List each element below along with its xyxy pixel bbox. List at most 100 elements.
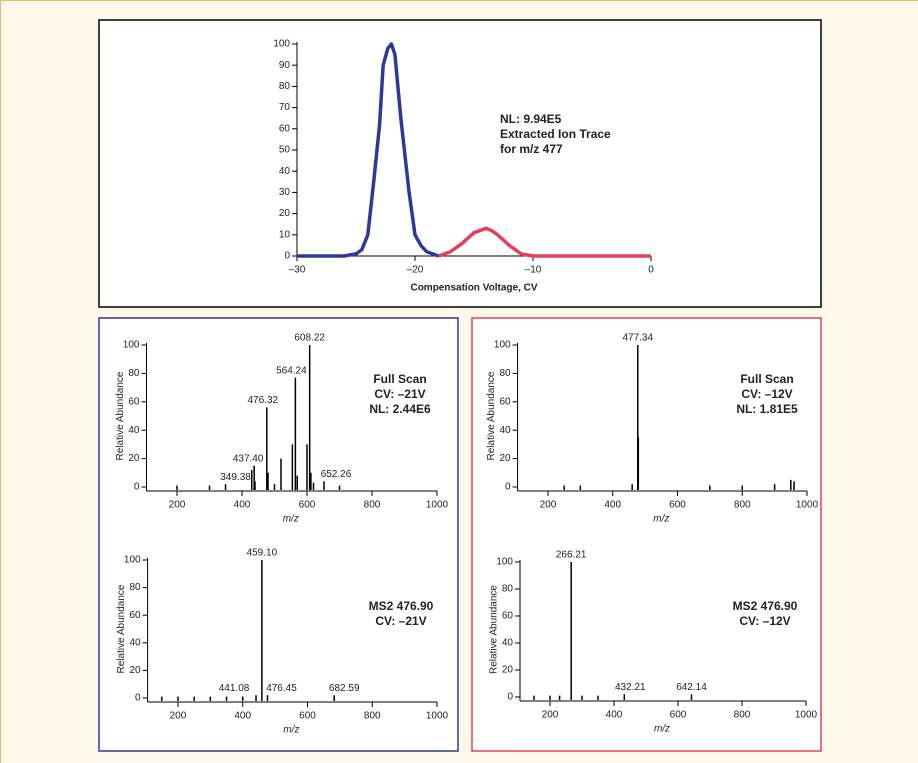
x-tick-label: 800 bbox=[364, 711, 381, 722]
x-tick-label: 1000 bbox=[426, 711, 449, 722]
x-tick-label: –30 bbox=[289, 265, 306, 276]
y-tick-label: 40 bbox=[128, 425, 140, 436]
x-tick-label: –10 bbox=[525, 265, 542, 276]
peak-label: 564.24 bbox=[276, 365, 307, 376]
y-tick-label: 100 bbox=[124, 555, 141, 566]
x-tick-label: 200 bbox=[542, 710, 559, 721]
top-panel bbox=[98, 19, 822, 308]
annotation: MS2 476.90 bbox=[369, 599, 434, 613]
x-tick-label: 800 bbox=[734, 500, 751, 511]
peak-label: 476.32 bbox=[248, 395, 279, 406]
x-axis-label: m/z bbox=[654, 724, 670, 735]
y-tick-label: 0 bbox=[134, 482, 140, 493]
peak-label: 477.34 bbox=[622, 333, 653, 344]
x-tick-label: 800 bbox=[364, 500, 381, 511]
x-tick-label: 400 bbox=[606, 710, 623, 721]
y-tick-label: 10 bbox=[279, 229, 291, 240]
peak-label: 608.22 bbox=[294, 333, 325, 344]
y-tick-label: 0 bbox=[284, 251, 290, 262]
y-tick-label: 20 bbox=[129, 665, 141, 676]
annotation: CV: –21V bbox=[375, 614, 426, 628]
annotation: Full Scan bbox=[373, 372, 426, 386]
y-tick-label: 40 bbox=[279, 166, 291, 177]
x-tick-label: 200 bbox=[540, 500, 557, 511]
y-tick-label: 80 bbox=[502, 584, 514, 595]
y-tick-label: 80 bbox=[129, 582, 141, 593]
peak-label: 682.59 bbox=[329, 683, 360, 694]
x-axis-label: m/z bbox=[283, 514, 299, 525]
x-tick-label: 600 bbox=[299, 711, 316, 722]
x-tick-label: 0 bbox=[648, 265, 654, 276]
y-tick-label: 100 bbox=[494, 340, 511, 351]
x-tick-label: 1000 bbox=[795, 710, 818, 721]
y-tick-label: 40 bbox=[499, 425, 511, 436]
annotation: Full Scan bbox=[740, 372, 793, 386]
x-tick-label: 400 bbox=[234, 500, 251, 511]
x-tick-label: 400 bbox=[604, 500, 621, 511]
peak-label: 652.26 bbox=[321, 469, 352, 480]
y-tick-label: 0 bbox=[505, 482, 511, 493]
y-tick-label: 100 bbox=[496, 557, 513, 568]
y-tick-label: 0 bbox=[135, 693, 141, 704]
peak-label: 437.40 bbox=[233, 453, 264, 464]
y-tick-label: 50 bbox=[279, 145, 291, 156]
y-tick-label: 100 bbox=[123, 340, 140, 351]
y-tick-label: 20 bbox=[128, 453, 140, 464]
annotation: NL: 9.94E5 bbox=[500, 112, 562, 126]
peak-label: 459.10 bbox=[247, 548, 278, 559]
left-panel bbox=[98, 317, 459, 752]
y-tick-label: 20 bbox=[502, 665, 514, 676]
annotation: NL: 1.81E5 bbox=[736, 402, 798, 416]
annotation: NL: 2.44E6 bbox=[369, 402, 431, 416]
annotation: for m/z 477 bbox=[500, 142, 563, 156]
x-tick-label: 600 bbox=[299, 500, 316, 511]
y-tick-label: 40 bbox=[502, 638, 514, 649]
annotation: MS2 476.90 bbox=[733, 599, 798, 613]
y-tick-label: 40 bbox=[129, 637, 141, 648]
trace bbox=[438, 226, 651, 258]
x-tick-label: 200 bbox=[169, 500, 186, 511]
annotation: CV: –12V bbox=[741, 387, 792, 401]
x-tick-label: 600 bbox=[670, 710, 687, 721]
y-tick-label: 30 bbox=[279, 187, 291, 198]
y-tick-label: 0 bbox=[507, 692, 513, 703]
x-tick-label: –20 bbox=[407, 265, 424, 276]
annotation: CV: –21V bbox=[374, 387, 425, 401]
y-tick-label: 60 bbox=[502, 611, 514, 622]
y-tick-label: 60 bbox=[279, 123, 291, 134]
y-tick-label: 80 bbox=[279, 81, 291, 92]
right-panel bbox=[471, 317, 822, 752]
y-tick-label: 20 bbox=[499, 453, 511, 464]
annotation: CV: –12V bbox=[739, 614, 790, 628]
x-axis-label: m/z bbox=[283, 725, 299, 736]
y-tick-label: 60 bbox=[128, 396, 140, 407]
peak-label: 349.38 bbox=[220, 472, 251, 483]
y-tick-label: 70 bbox=[279, 102, 291, 113]
peak-label: 476.45 bbox=[266, 683, 297, 694]
annotation: Extracted Ion Trace bbox=[500, 127, 611, 141]
trace bbox=[297, 42, 440, 258]
y-axis-label: Relative Abundance bbox=[489, 585, 500, 674]
x-axis-label: m/z bbox=[653, 514, 669, 525]
x-tick-label: 400 bbox=[234, 711, 251, 722]
peak-label: 642.14 bbox=[676, 682, 707, 693]
x-axis-label: Compensation Voltage, CV bbox=[410, 283, 537, 294]
y-tick-label: 60 bbox=[129, 610, 141, 621]
peak-label: 266.21 bbox=[556, 550, 587, 561]
y-tick-label: 100 bbox=[273, 39, 290, 50]
y-axis-label: Relative Abundance bbox=[486, 371, 497, 460]
peak-label: 432.21 bbox=[615, 682, 646, 693]
x-tick-label: 1000 bbox=[796, 500, 819, 511]
y-tick-label: 20 bbox=[279, 208, 291, 219]
x-tick-label: 800 bbox=[734, 710, 751, 721]
x-tick-label: 600 bbox=[669, 500, 686, 511]
y-tick-label: 80 bbox=[499, 368, 511, 379]
peak-label: 441.08 bbox=[219, 683, 250, 694]
y-tick-label: 90 bbox=[279, 60, 291, 71]
y-axis-label: Relative Abundance bbox=[116, 584, 127, 673]
y-tick-label: 60 bbox=[499, 396, 511, 407]
x-tick-label: 200 bbox=[170, 711, 187, 722]
x-tick-label: 1000 bbox=[426, 500, 449, 511]
y-tick-label: 80 bbox=[128, 368, 140, 379]
